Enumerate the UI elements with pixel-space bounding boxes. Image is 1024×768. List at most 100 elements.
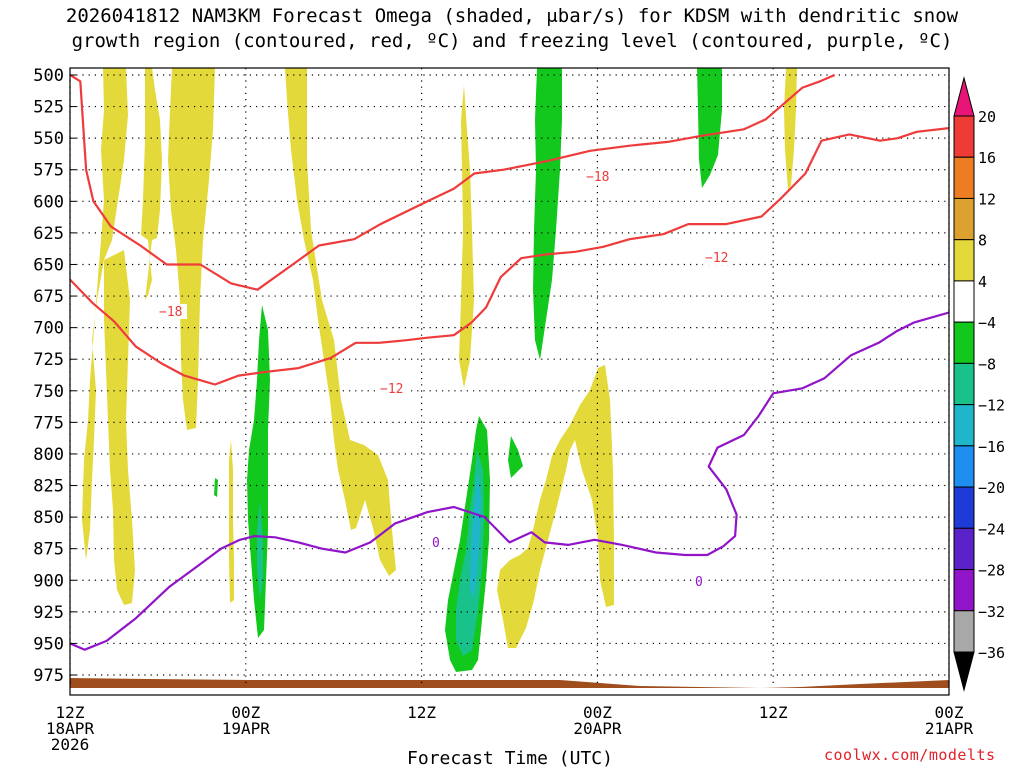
colorbar-label: 4 [978,273,987,291]
y-tick-label: 825 [33,477,64,497]
y-tick-label: 500 [33,66,64,86]
colorbar-box [953,197,975,241]
y-tick-label: 650 [33,255,64,275]
contour-label-minus12-right: −12 [705,251,728,266]
colorbar-label: 8 [978,232,987,250]
y-tick-label: 925 [33,603,64,623]
omega-teal-region [257,500,263,600]
y-tick-label: 600 [33,192,64,212]
y-tick-label: 550 [33,129,64,149]
omega-cyan-region [470,470,481,600]
title-line-2: growth region (contoured, red, ºC) and f… [71,30,953,52]
credit-text: coolwx.com/modelts [824,746,996,764]
contour-line-minus18-0 [70,73,836,291]
colorbar-bottom-triangle [953,651,975,692]
x-tick-label: 12Z [56,703,85,722]
colorbar-label: 16 [978,149,996,167]
y-tick-label: 525 [33,98,64,118]
colorbar-label: −24 [978,520,1005,538]
y-tick-label: 750 [33,382,64,402]
colorbar-label: −20 [978,479,1005,497]
colorbar-box [953,404,975,447]
colorbar-top-triangle [953,76,975,117]
colorbar-box [953,445,975,488]
contour-label-minus12-left: −12 [380,382,403,397]
x-tick-label: 18APR [46,719,95,738]
colorbar-box [953,610,975,653]
colorbar-label: 20 [978,108,996,126]
omega-yellow-region [82,68,128,560]
y-tick-label: 850 [33,508,64,528]
colorbar-label: −8 [978,355,996,373]
y-tick-label: 675 [33,287,64,307]
colorbar-label: −28 [978,562,1005,580]
colorbar-label: −32 [978,603,1005,621]
contour-label-minus18-lower: −18 [159,305,182,320]
y-tick-label: 725 [33,350,64,370]
title-line-1: 2026041812 NAM3KM Forecast Omega (shaded… [65,5,959,27]
y-tick-label: 975 [33,666,64,686]
omega-shading-positive [82,68,797,648]
x-tick-label: 12Z [407,703,436,722]
contour-labels: −18 −18 −12 −12 0 0 [157,169,733,590]
colorbar-box [953,569,975,612]
colorbar-box [953,156,975,199]
omega-green-region [247,305,270,638]
x-tick-label: 00Z [231,703,260,722]
contour-line-minus12-1 [70,127,949,386]
omega-yellow-region [168,68,215,430]
y-tick-label: 900 [33,571,64,591]
omega-shading-negative [214,68,722,672]
omega-yellow-region [459,85,474,388]
contour-label-zero-right: 0 [695,575,703,590]
y-tick-label: 800 [33,445,64,465]
omega-yellow-region [104,250,135,605]
omega-green-region [533,68,562,360]
x-tick-label: 00Z [583,703,612,722]
colorbar-label: 12 [978,190,996,208]
contour-line-0-2 [70,311,949,651]
contour-label-zero-left: 0 [432,536,440,551]
colorbar-label: −4 [978,314,996,332]
colorbar-label: −12 [978,397,1005,415]
colorbar-label: −16 [978,438,1005,456]
y-tick-label: 625 [33,224,64,244]
omega-green-region [508,436,523,478]
colorbar-box [953,280,975,323]
colorbar-box [953,239,975,282]
omega-yellow-region [285,68,396,576]
colorbar-box [953,115,975,158]
y-tick-label: 950 [33,634,64,654]
y-tick-label: 575 [33,161,64,181]
y-axis: 500 525 550 575 600 625 650 675 700 725 750 775 800 8… [33,66,76,686]
y-tick-label: 700 [33,319,64,339]
x-tick-label: 21APR [925,719,974,738]
colorbar-box [953,321,975,364]
colorbar-label: −36 [978,644,1005,662]
colorbar-box [953,486,975,529]
plot-frame [69,67,950,696]
plot-area [70,68,949,688]
colorbar-box [953,362,975,406]
contours [70,73,949,651]
x-tick-label: 19APR [222,719,271,738]
y-tick-label: 875 [33,540,64,560]
y-tick-label: 775 [33,413,64,433]
x-tick-label: 2026 [51,735,90,754]
omega-green-region [214,478,218,497]
chart-title: 2026041812 NAM3KM Forecast Omega (shaded… [0,4,1024,54]
omega-yellow-region [784,68,797,190]
grid-lines [69,68,950,688]
omega-yellow-region [497,365,614,648]
omega-yellow-region [229,440,234,603]
terrain-surface [70,678,949,688]
omega-green-region [697,68,722,188]
colorbar-box [953,527,975,571]
x-axis-label: Forecast Time (UTC) [407,748,613,768]
omega-yellow-region [141,68,162,300]
contour-label-minus18-upper: −18 [586,170,609,185]
x-tick-label: 00Z [935,703,964,722]
x-tick-label: 12Z [759,703,788,722]
